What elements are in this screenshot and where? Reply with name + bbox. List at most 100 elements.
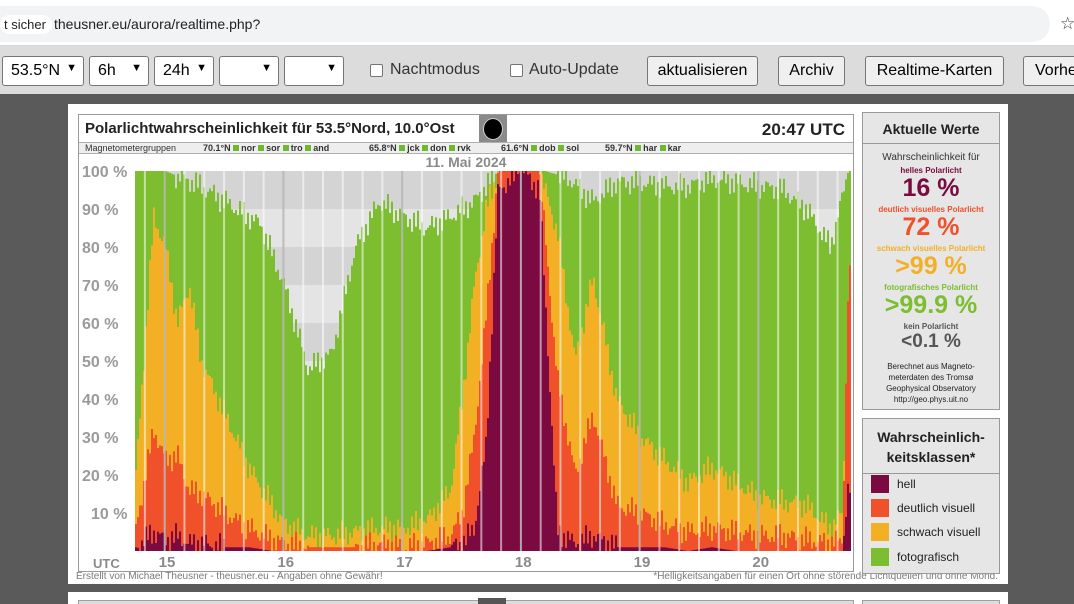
timespan-select[interactable]: 24h ▼ xyxy=(154,56,214,86)
mag-group-1: 70.1°N nor sor tro and xyxy=(203,143,329,153)
chevron-down-icon: ▼ xyxy=(131,62,142,74)
interval-value: 6h xyxy=(98,62,116,79)
class-label: schwach visuelles Polarlicht xyxy=(876,244,986,253)
station: sor xyxy=(266,143,281,153)
address-bar[interactable] xyxy=(0,6,1050,42)
aurora-panel: Polarlichtwahrscheinlichkeit für 53.5°No… xyxy=(68,104,1008,584)
station: har xyxy=(643,143,658,153)
y-tick-label: 20 % xyxy=(82,468,119,485)
class-label: deutlich visuelles Polarlicht xyxy=(878,205,984,214)
browser-toolbar: t sicher theusner.eu/aurora/realtime.php… xyxy=(0,0,1074,46)
credit-link[interactable]: http://geo.phys.uit.no xyxy=(893,395,969,404)
chart-title: Polarlichtwahrscheinlichkeit für 53.5°No… xyxy=(85,120,455,137)
probability-intro: Wahrscheinlichkeit für xyxy=(882,152,980,163)
chevron-down-icon: ▼ xyxy=(66,62,77,74)
legend-swatch xyxy=(871,523,889,541)
credit-line: meterdaten des Tromsø xyxy=(888,373,974,382)
second-panel xyxy=(68,592,1008,604)
x-tick-label: 18 xyxy=(514,554,532,571)
station-marker xyxy=(399,145,406,151)
latitude-select[interactable]: 53.5°N ▼ xyxy=(2,56,84,86)
station-marker xyxy=(531,145,538,151)
mag-group-4: 59.7°N har kar xyxy=(605,143,681,153)
legend-heading-line: keitsklassen* xyxy=(886,449,976,465)
mag-group-3-lat: 61.6°N xyxy=(501,143,529,153)
y-tick-label: 60 % xyxy=(82,316,119,333)
url-text[interactable]: theusner.eu/aurora/realtime.php? xyxy=(54,16,261,32)
x-tick-label: 15 xyxy=(158,554,176,571)
legend-swatch xyxy=(871,548,889,566)
moon-phase-box xyxy=(478,598,506,604)
class-bright: helles Polarlicht 16 % xyxy=(863,166,999,201)
y-tick-label: 40 % xyxy=(82,392,119,409)
class-value: >99.9 % xyxy=(884,291,978,319)
class-value: 72 % xyxy=(902,213,960,241)
moon-phase-box xyxy=(479,115,507,143)
latitude-value: 53.5°N xyxy=(11,62,61,79)
refresh-button[interactable]: aktualisieren xyxy=(647,56,758,86)
station-marker xyxy=(635,145,642,151)
class-value: >99 % xyxy=(895,252,967,280)
chart-time: 20:47 UTC xyxy=(761,120,845,139)
mag-group-4-lat: 59.7°N xyxy=(605,143,633,153)
chart-credit: Erstellt von Michael Theusner - theusner… xyxy=(76,571,383,582)
data-source-credit: Berechnet aus Magneto- meterdaten des Tr… xyxy=(863,361,999,405)
auto-update-checkbox[interactable] xyxy=(510,64,523,77)
credit-line: Geophysical Observatory xyxy=(886,384,976,393)
forecast-button[interactable]: Vorhe xyxy=(1023,56,1074,86)
mag-group-1-lat: 70.1°N xyxy=(203,143,231,153)
credit-line: Berechnet aus Magneto- xyxy=(887,362,975,371)
station: and xyxy=(313,143,330,153)
interval-select[interactable]: 6h ▼ xyxy=(89,56,149,86)
class-value: <0.1 % xyxy=(901,331,961,352)
station-marker xyxy=(449,145,456,151)
class-label: helles Polarlicht xyxy=(900,166,962,175)
y-tick-label: 100 % xyxy=(82,164,128,181)
realtime-maps-button[interactable]: Realtime-Karten xyxy=(865,56,1004,86)
archive-button[interactable]: Archiv xyxy=(778,56,845,86)
security-indicator[interactable]: t sicher xyxy=(0,15,52,34)
mag-group-3: 61.6°N dob sol xyxy=(501,143,579,153)
second-side-top xyxy=(862,600,1000,604)
night-mode-checkbox[interactable] xyxy=(370,64,383,77)
station: jck xyxy=(407,143,420,153)
class-photographic: fotografisches Polarlicht >99.9 % xyxy=(863,283,999,318)
legend-label: schwach visuell xyxy=(897,525,981,539)
x-axis-label: UTC xyxy=(93,556,120,571)
legend-heading-line: Wahrscheinlich- xyxy=(877,429,985,445)
aurora-probability-chart xyxy=(135,171,851,551)
station-marker xyxy=(258,145,265,151)
station-marker xyxy=(282,145,289,151)
chart-date: 11. Mai 2024 xyxy=(425,154,507,170)
x-tick-label: 16 xyxy=(277,554,295,571)
station-marker xyxy=(305,145,312,151)
class-none: kein Polarlicht <0.1 % xyxy=(863,322,999,353)
legend-swatch xyxy=(871,499,889,517)
second-chart-top xyxy=(78,600,854,604)
class-weakly-visible: schwach visuelles Polarlicht >99 % xyxy=(863,244,999,279)
station-marker xyxy=(659,145,666,151)
station: tro xyxy=(290,143,303,153)
legend-heading: Wahrscheinlich- keitsklassen* xyxy=(863,427,999,467)
mag-group-2: 65.8°N jck don rvk xyxy=(369,143,471,153)
control-strip: 53.5°N ▼ 6h ▼ 24h ▼ ▼ ▼ Nachtmodus Auto-… xyxy=(0,46,1074,94)
empty-select-2[interactable]: ▼ xyxy=(284,56,344,86)
station: dob xyxy=(539,143,556,153)
class-clearly-visible: deutlich visuelles Polarlicht 72 % xyxy=(863,205,999,240)
legend-label: fotografisch xyxy=(897,550,960,564)
chevron-down-icon: ▼ xyxy=(261,62,272,74)
y-tick-label: 80 % xyxy=(82,240,119,257)
class-label: fotografisches Polarlicht xyxy=(884,283,978,292)
x-tick-label: 17 xyxy=(396,554,413,571)
empty-select-1[interactable]: ▼ xyxy=(219,56,279,86)
timespan-value: 24h xyxy=(163,62,190,79)
divider xyxy=(863,473,999,474)
chevron-down-icon: ▼ xyxy=(326,62,337,74)
y-tick-label: 10 % xyxy=(91,506,128,523)
night-mode-label[interactable]: Nachtmodus xyxy=(390,61,480,78)
bookmark-star-icon[interactable]: ☆ xyxy=(1060,14,1074,33)
y-tick-label: 90 % xyxy=(82,202,119,219)
series-area-hell xyxy=(135,171,851,551)
auto-update-label[interactable]: Auto-Update xyxy=(529,61,619,78)
current-values-box: Aktuelle Werte Wahrscheinlichkeit für he… xyxy=(862,112,1000,410)
